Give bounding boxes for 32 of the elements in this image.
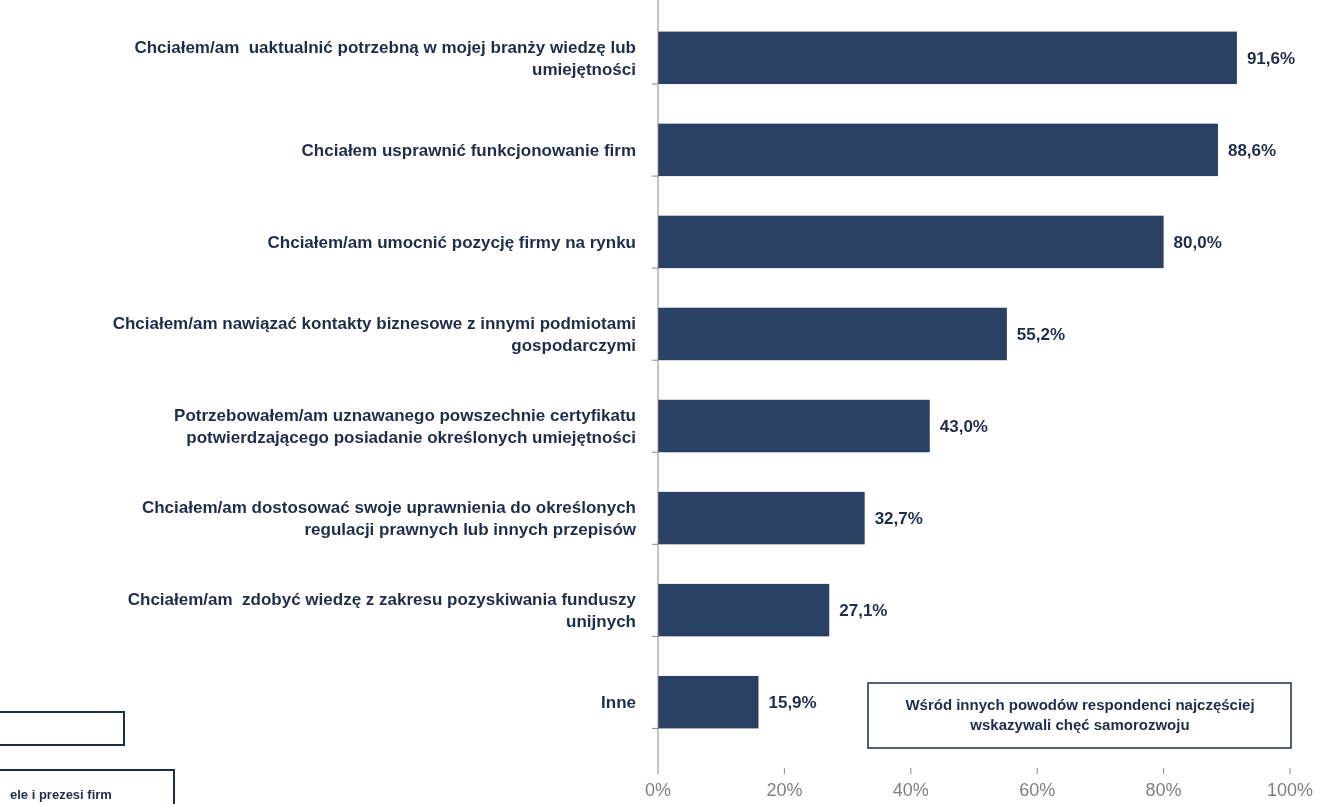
bar	[658, 31, 1237, 85]
text: ele i prezesi firm	[10, 787, 112, 802]
y-tick-label: Chciałem usprawnić funkcjonowanie firm	[301, 140, 636, 160]
data-label: 80,0%	[1173, 232, 1222, 252]
x-tick-label: 20%	[766, 780, 803, 800]
data-label: 15,9%	[768, 693, 817, 713]
x-tick-label: 100%	[1266, 780, 1314, 800]
bar	[658, 307, 1007, 361]
y-tick-label: Chciałem/am zdobyć wiedzę z zakresu pozyskiwania funduszy unijnych	[127, 590, 637, 632]
x-tick-label: 0%	[644, 780, 672, 800]
data-label: 55,2%	[1016, 324, 1066, 344]
y-tick-label: Chciałem/am umocnić pozycję firmy na rynku	[267, 232, 636, 252]
data-label: 32,7%	[874, 509, 923, 529]
data-label: 43,0%	[939, 416, 988, 436]
x-tick-label: 40%	[892, 780, 929, 800]
y-tick-label: Chciałem/am dostosować swoje uprawnienia do określonych regulacji prawnych lub innych przepisów	[141, 498, 637, 540]
bar	[658, 399, 930, 453]
data-label: 27,1%	[839, 601, 888, 621]
x-tick-label: 80%	[1145, 780, 1182, 800]
data-label: 91,6%	[1246, 48, 1296, 68]
bar	[658, 215, 1164, 269]
annotation: Wśród innych powodów respondenci najczęściej wskazywali chęć samorozwoju	[905, 696, 1255, 734]
bar	[658, 675, 759, 729]
bar	[658, 583, 830, 637]
data-label: 88,6%	[1227, 140, 1277, 160]
y-tick-label: Inne	[601, 693, 636, 713]
y-tick-label: Potrzebowałem/am uznawanego powszechnie certyfikatu potwierdzającego posiadanie określonych umiejętności	[174, 405, 636, 447]
x-tick-label: 60%	[1019, 780, 1056, 800]
bar	[658, 123, 1218, 177]
bar	[658, 491, 865, 545]
y-tick-label: Chciałem/am nawiązać kontakty biznesowe z innymi podmiotami gospodarczymi	[112, 313, 636, 355]
y-tick-label: Chciałem/am uaktualnić potrzebną w mojej branży wiedzę lub umiejętności	[134, 37, 636, 79]
